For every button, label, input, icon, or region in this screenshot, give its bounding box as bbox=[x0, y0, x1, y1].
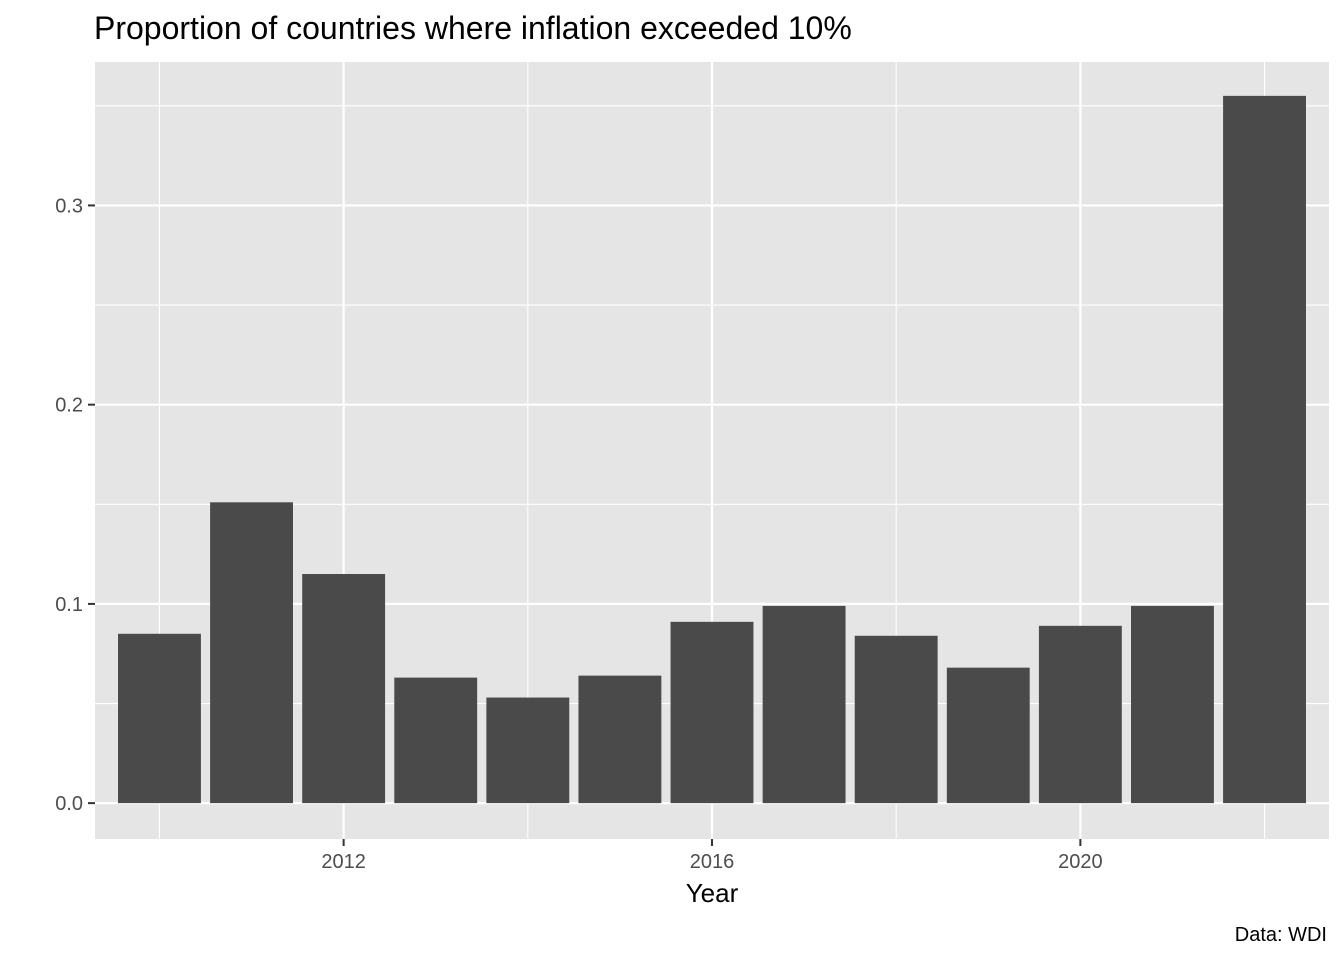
bar-2018 bbox=[854, 635, 938, 804]
bar-2011 bbox=[210, 502, 293, 804]
chart-title: Proportion of countries where inflation … bbox=[94, 10, 852, 46]
x-tick-label: 2020 bbox=[1058, 851, 1103, 873]
bar-2013 bbox=[394, 677, 478, 804]
bar-2010 bbox=[118, 633, 201, 804]
bar-2014 bbox=[486, 697, 570, 804]
x-axis: 2012 2016 2020 bbox=[321, 839, 1103, 873]
bar-2017 bbox=[762, 605, 846, 804]
major-gridlines bbox=[95, 62, 1329, 839]
y-tick-label: 0.1 bbox=[55, 594, 83, 616]
bar-2021 bbox=[1131, 605, 1214, 804]
y-tick-label: 0.0 bbox=[55, 793, 83, 815]
x-tick-label: 2012 bbox=[321, 851, 366, 873]
x-tick-label: 2016 bbox=[690, 851, 735, 873]
bar-2012 bbox=[302, 574, 386, 804]
chart-caption: Data: WDI bbox=[1235, 924, 1327, 946]
bars bbox=[118, 95, 1306, 804]
y-tick-label: 0.2 bbox=[55, 395, 83, 417]
bar-2020 bbox=[1038, 625, 1122, 804]
bar-2019 bbox=[946, 667, 1030, 804]
bar-2016 bbox=[670, 621, 754, 804]
bar-2015 bbox=[578, 675, 662, 804]
y-axis: 0.0 0.1 0.2 0.3 bbox=[55, 195, 95, 815]
bar-2022 bbox=[1223, 95, 1306, 804]
y-tick-label: 0.3 bbox=[55, 195, 83, 217]
x-axis-title: Year bbox=[686, 878, 739, 908]
